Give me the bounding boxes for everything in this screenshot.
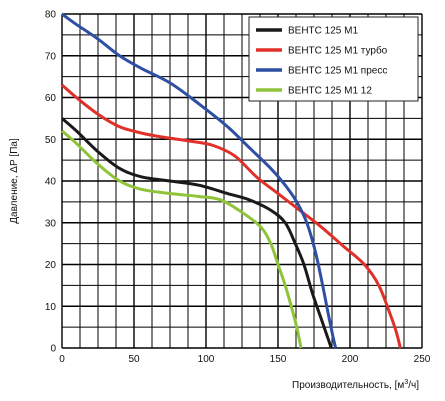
- series-line-1: [61, 117, 333, 349]
- series-line-2: [61, 83, 402, 349]
- legend-label-3: ВЕНТС 125 М1 пресс: [288, 66, 387, 77]
- x-tick-label: 250: [414, 354, 431, 365]
- y-tick-label: 10: [45, 302, 57, 313]
- y-tick-label: 70: [45, 51, 57, 62]
- x-tick-label: 0: [59, 354, 65, 365]
- y-tick-labels: 0 10 20 30 40 50 60 70 80: [45, 10, 57, 355]
- x-tick-labels: 0 50 100 150 200 250: [59, 354, 431, 365]
- legend: ВЕНТС 125 М1 ВЕНТС 125 М1 турбо ВЕНТС 125 …: [248, 16, 419, 102]
- y-tick-label: 80: [45, 10, 57, 21]
- y-tick-label: 30: [45, 218, 57, 229]
- x-tick-label: 200: [342, 354, 359, 365]
- y-tick-label: 60: [45, 93, 57, 104]
- legend-label-1: ВЕНТС 125 М1: [288, 26, 358, 37]
- x-tick-label: 100: [198, 354, 215, 365]
- series-group: [61, 12, 402, 349]
- y-tick-label: 50: [45, 135, 57, 146]
- legend-label-2: ВЕНТС 125 М1 турбо: [288, 45, 388, 57]
- x-tick-label: 150: [270, 354, 287, 365]
- y-tick-label: 20: [45, 260, 57, 271]
- series-line-4: [61, 129, 303, 349]
- x-axis-label: Производительность, [м3/ч]: [292, 379, 419, 391]
- y-tick-label: 0: [50, 344, 56, 355]
- series-line-3: [61, 12, 338, 349]
- legend-label-4: ВЕНТС 125 М1 12: [288, 86, 372, 97]
- y-tick-label: 40: [45, 177, 57, 188]
- x-tick-label: 50: [128, 354, 140, 365]
- y-axis-label: Давление, ΔР [Па]: [9, 138, 20, 224]
